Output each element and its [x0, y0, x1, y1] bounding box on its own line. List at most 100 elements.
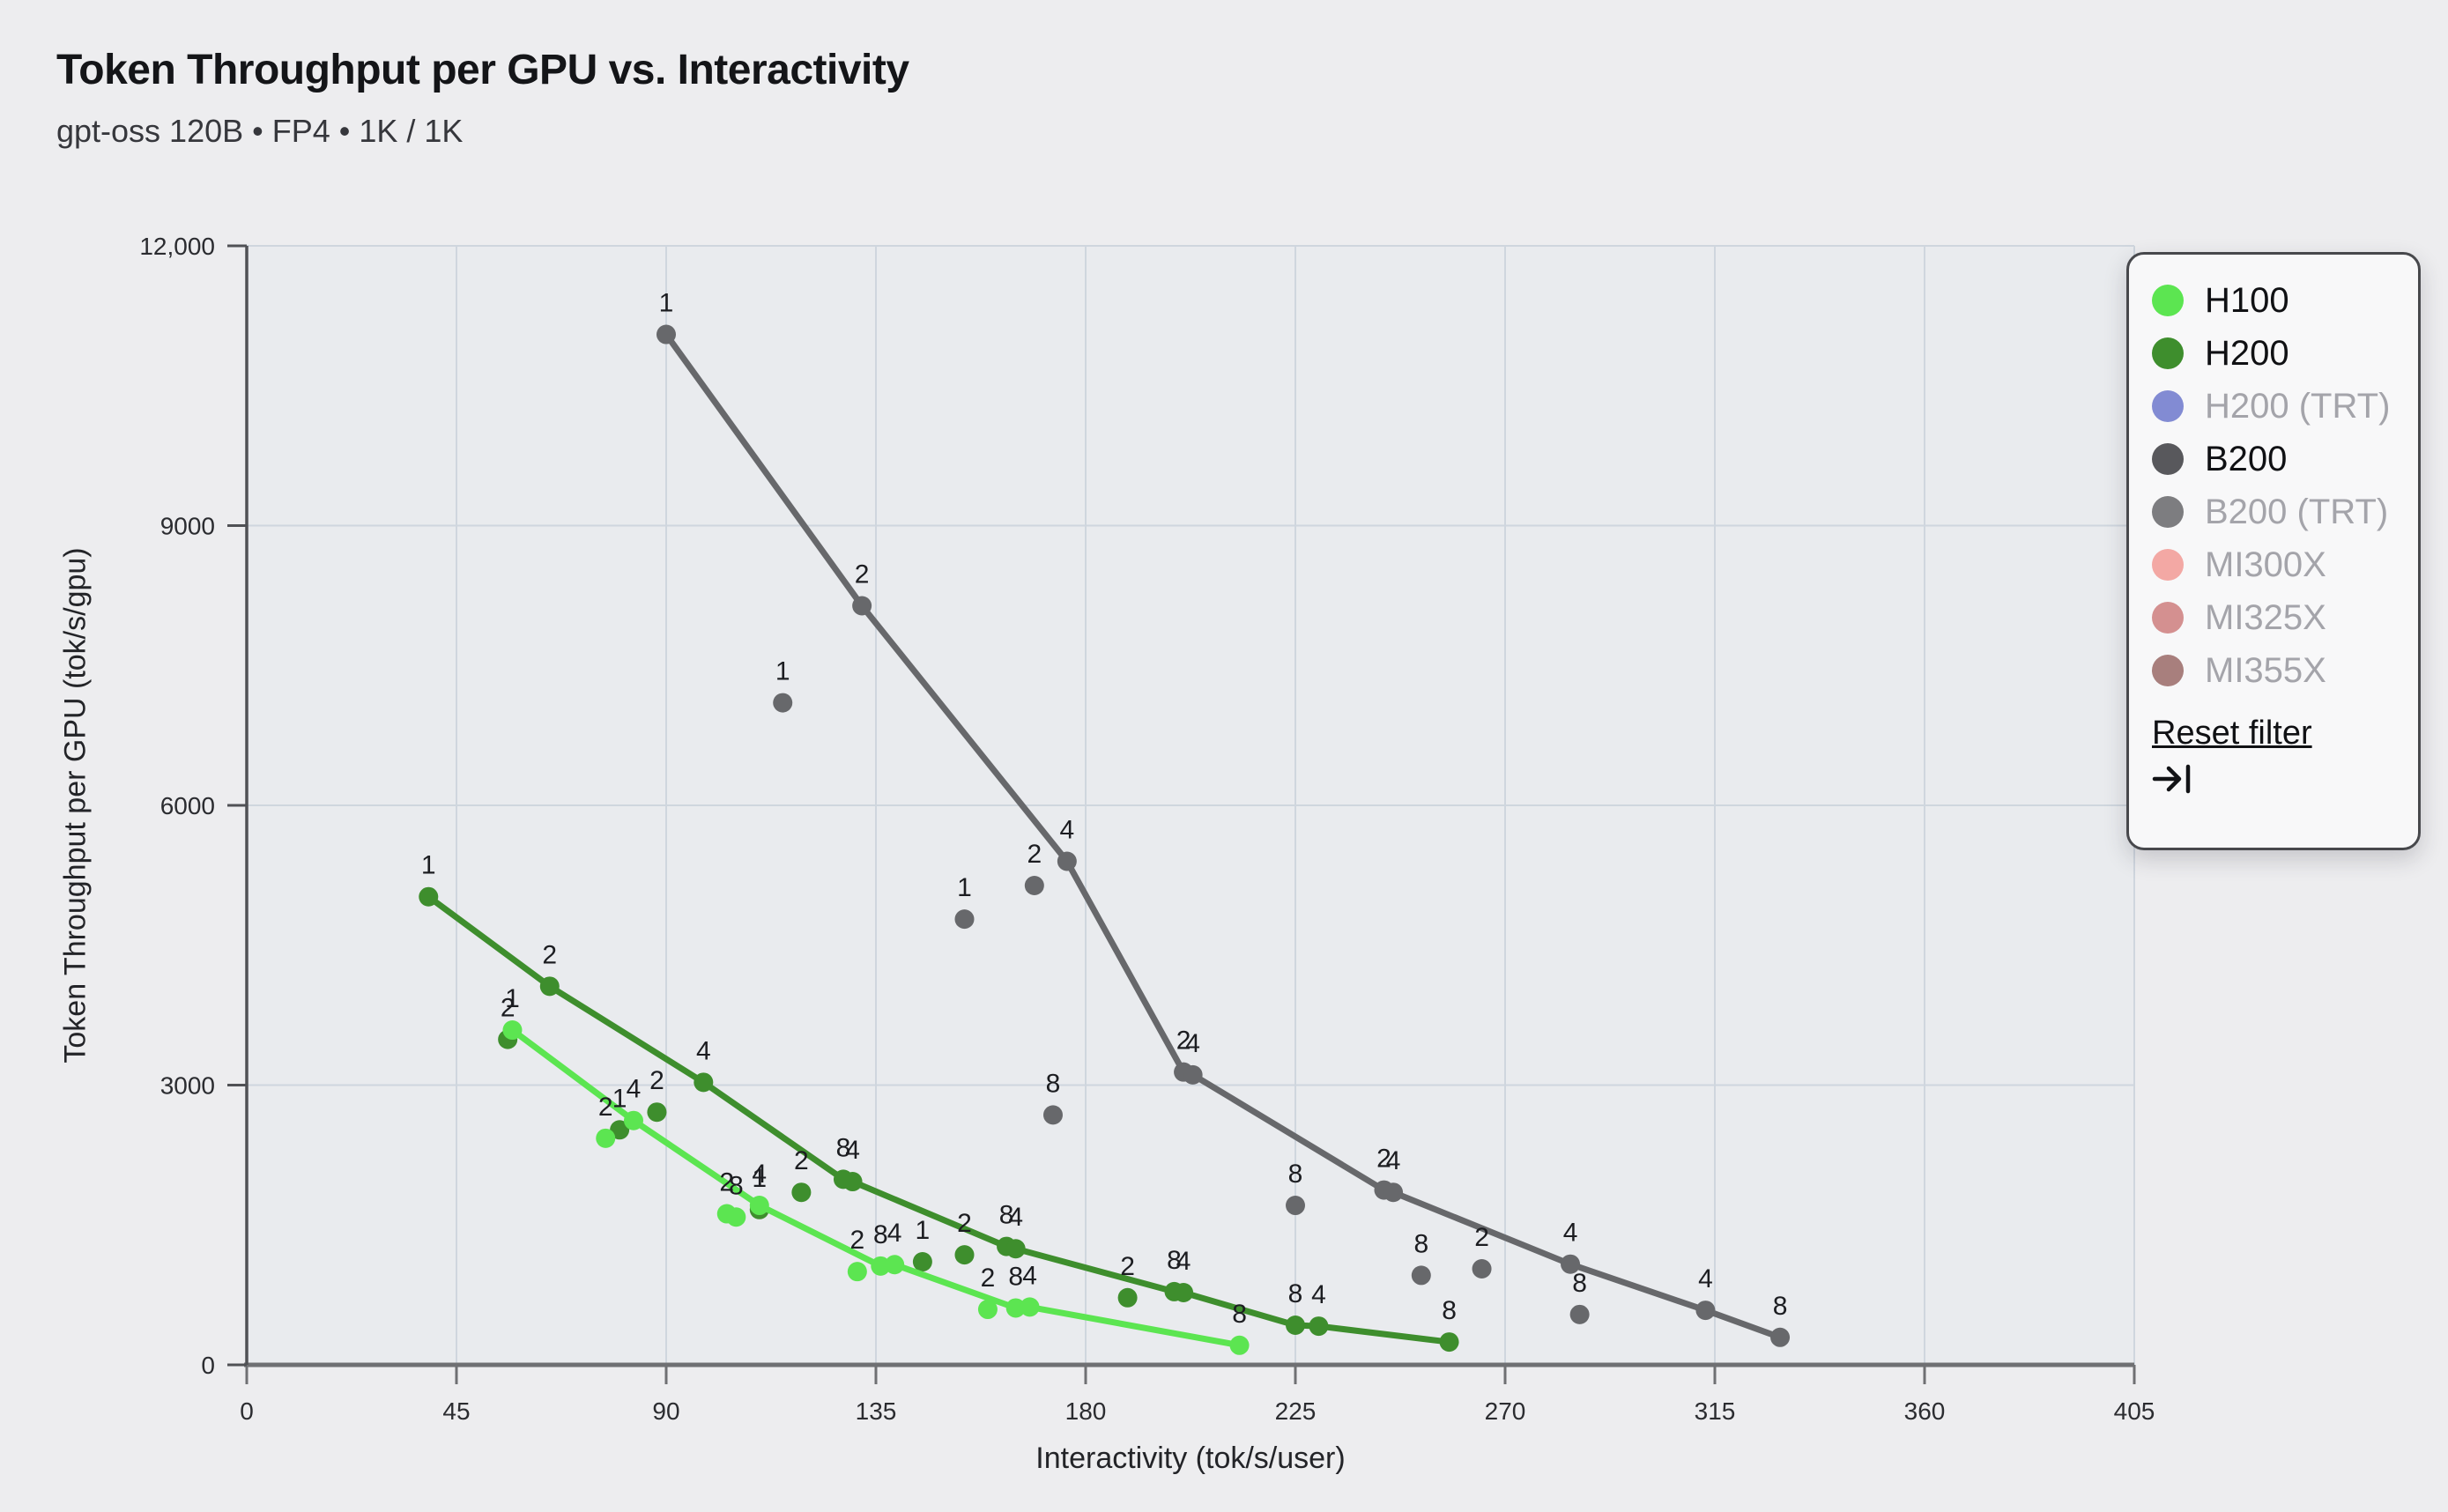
data-point[interactable] — [610, 1120, 630, 1140]
reset-filter-icon[interactable] — [2152, 760, 2194, 803]
plot-area: 0 45 90 135 180 225 270 315 360 405 0 3000 6000 9000 1… — [139, 233, 2155, 1425]
point-label: 4 — [845, 1136, 860, 1165]
y-axis-title: Token Throughput per GPU (tok/s/gpu) — [58, 547, 93, 1064]
point-label: 4 — [1060, 816, 1075, 845]
data-point[interactable] — [726, 1207, 746, 1227]
point-label: 4 — [1008, 1203, 1023, 1232]
legend-item-label: MI325X — [2205, 597, 2326, 637]
data-point[interactable] — [596, 1128, 616, 1148]
legend: H100 H200 H200 (TRT) B200 B200 (TRT) MI300X MI… — [2126, 252, 2421, 850]
point-label: 8 — [1413, 1229, 1428, 1258]
data-point[interactable] — [419, 886, 439, 907]
legend-swatch — [2152, 337, 2184, 369]
legend-item-h200[interactable]: H200 — [2129, 327, 2418, 380]
data-point[interactable] — [623, 1110, 643, 1130]
legend-item-b200-trt[interactable]: B200 (TRT) — [2129, 485, 2418, 538]
point-label: 2 — [957, 1209, 972, 1238]
point-label: 8 — [1288, 1160, 1303, 1189]
point-label: 1 — [659, 289, 674, 318]
legend-swatch — [2152, 390, 2184, 422]
data-point[interactable] — [1411, 1265, 1431, 1286]
data-point[interactable] — [1005, 1239, 1026, 1259]
legend-item-mi355x[interactable]: MI355X — [2129, 644, 2418, 697]
point-label: 2 — [1474, 1223, 1489, 1252]
legend-item-mi300x[interactable]: MI300X — [2129, 538, 2418, 591]
data-point[interactable] — [842, 1172, 863, 1192]
point-label: 2 — [981, 1264, 996, 1293]
point-label: 4 — [1698, 1264, 1713, 1293]
point-label: 2 — [855, 560, 870, 589]
point-label: 1 — [775, 657, 790, 686]
data-point[interactable] — [773, 693, 793, 713]
legend-item-h200-trt[interactable]: H200 (TRT) — [2129, 380, 2418, 433]
legend-item-mi325x[interactable]: MI325X — [2129, 591, 2418, 644]
legend-item-label: MI355X — [2205, 650, 2326, 690]
x-tick-label: 270 — [1485, 1397, 1526, 1425]
data-point[interactable] — [647, 1102, 667, 1123]
legend-item-h100[interactable]: H100 — [2129, 274, 2418, 327]
point-label: 4 — [627, 1075, 642, 1104]
data-point[interactable] — [1439, 1332, 1459, 1353]
point-label: 4 — [696, 1036, 711, 1065]
data-point[interactable] — [657, 324, 676, 345]
data-point[interactable] — [871, 1256, 891, 1276]
point-label: 8 — [729, 1171, 744, 1200]
point-label: 2 — [542, 940, 557, 969]
point-label: 2 — [501, 994, 516, 1023]
point-label: 8 — [1167, 1246, 1182, 1275]
data-point[interactable] — [1286, 1196, 1305, 1216]
data-point[interactable] — [885, 1255, 905, 1275]
point-label: 1 — [916, 1216, 931, 1245]
point-label: 1 — [505, 984, 520, 1013]
data-point[interactable] — [1229, 1335, 1250, 1355]
data-point[interactable] — [977, 1300, 998, 1320]
data-point[interactable] — [954, 1245, 975, 1265]
legend-swatch — [2152, 655, 2184, 686]
point-label: 8 — [1442, 1296, 1457, 1325]
data-point[interactable] — [1561, 1254, 1581, 1274]
data-point[interactable] — [1020, 1297, 1040, 1317]
point-label: 8 — [1773, 1292, 1788, 1321]
reset-filter-link[interactable]: Reset filter — [2152, 715, 2312, 752]
data-point[interactable] — [1005, 1298, 1026, 1318]
point-label: 8 — [1572, 1269, 1587, 1298]
data-point[interactable] — [1309, 1316, 1329, 1337]
point-label: 4 — [887, 1219, 902, 1248]
x-tick-label: 0 — [240, 1397, 254, 1425]
page-subtitle: gpt-oss 120B • FP4 • 1K / 1K — [56, 113, 464, 149]
data-point[interactable] — [954, 909, 975, 930]
data-point[interactable] — [1183, 1064, 1203, 1085]
data-point[interactable] — [1117, 1287, 1138, 1308]
point-label: 2 — [794, 1146, 809, 1175]
data-point[interactable] — [1770, 1327, 1791, 1347]
data-point[interactable] — [1383, 1182, 1404, 1203]
data-point[interactable] — [1024, 876, 1044, 896]
data-point[interactable] — [1174, 1282, 1194, 1302]
point-label: 2 — [1376, 1145, 1391, 1174]
chart-canvas: 0 45 90 135 180 225 270 315 360 405 0 3000 6000 9000 1… — [139, 233, 2155, 1425]
data-point[interactable] — [1057, 851, 1077, 871]
legend-swatch — [2152, 285, 2184, 316]
x-tick-label: 360 — [1904, 1397, 1946, 1425]
data-point[interactable] — [502, 1020, 523, 1041]
data-point[interactable] — [847, 1262, 867, 1282]
point-label: 1 — [957, 873, 972, 902]
data-point[interactable] — [1042, 1105, 1063, 1125]
data-point[interactable] — [912, 1252, 932, 1272]
data-point[interactable] — [1472, 1258, 1492, 1279]
data-point[interactable] — [1569, 1304, 1590, 1324]
data-point[interactable] — [749, 1196, 769, 1216]
data-point[interactable] — [539, 976, 560, 997]
legend-item-b200[interactable]: B200 — [2129, 433, 2418, 485]
y-tick-label: 3000 — [160, 1072, 215, 1100]
data-point[interactable] — [1695, 1301, 1716, 1321]
point-label: 4 — [1185, 1029, 1200, 1058]
data-point[interactable] — [1286, 1316, 1305, 1336]
data-point[interactable] — [852, 596, 872, 616]
legend-item-label: H100 — [2205, 280, 2289, 320]
data-point[interactable] — [694, 1072, 714, 1093]
legend-swatch — [2152, 549, 2184, 581]
y-tick-label: 9000 — [160, 513, 215, 540]
data-point[interactable] — [791, 1182, 812, 1203]
